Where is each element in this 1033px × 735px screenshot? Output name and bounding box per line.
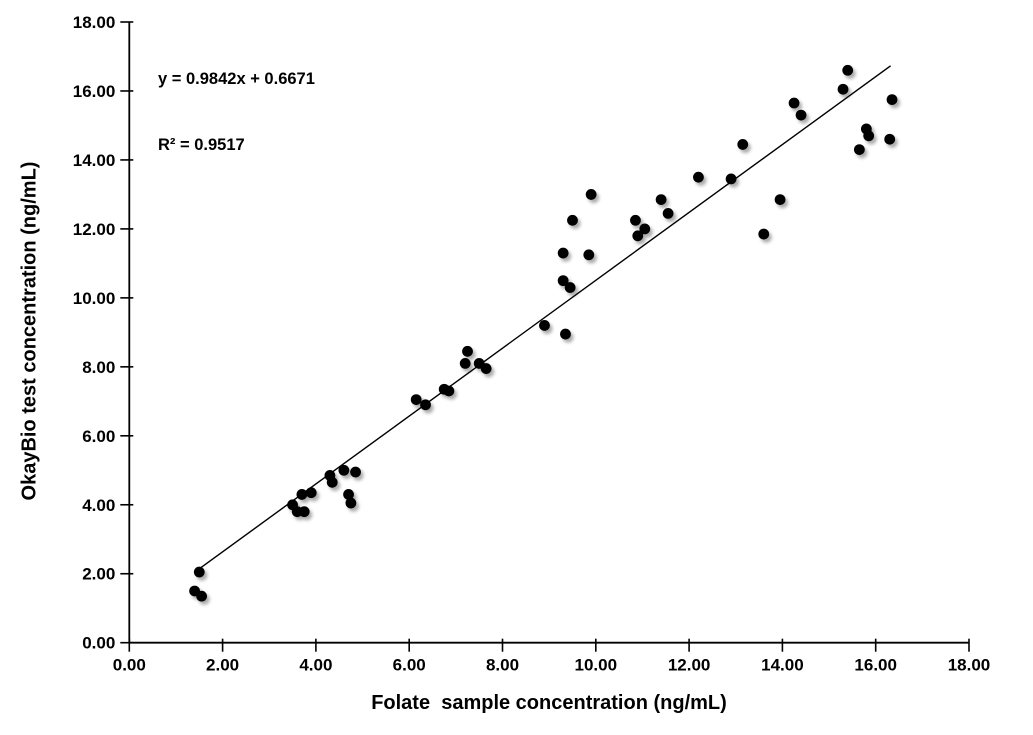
tick-labels: 0.00 2.00 4.00 6.00 8.00 10.00 12.00 14.00 16.00… bbox=[73, 13, 991, 675]
data-point bbox=[193, 566, 205, 578]
data-point bbox=[585, 189, 597, 200]
data-point bbox=[567, 214, 578, 226]
data-point bbox=[884, 133, 896, 145]
data-point bbox=[298, 506, 310, 518]
data-point bbox=[459, 357, 471, 369]
data-point bbox=[630, 214, 641, 226]
data-point bbox=[788, 97, 800, 109]
data-point bbox=[758, 228, 770, 240]
data-point bbox=[737, 139, 749, 150]
x-tick-label: 2.00 bbox=[206, 656, 239, 675]
x-tick-label: 8.00 bbox=[486, 656, 519, 675]
data-point bbox=[853, 144, 865, 155]
trendline-equation: y = 0.9842x + 0.6671 bbox=[158, 70, 315, 88]
data-point bbox=[632, 230, 644, 242]
y-tick-label: 18.00 bbox=[73, 13, 116, 32]
x-tick-label: 4.00 bbox=[299, 656, 332, 675]
x-tick-label: 6.00 bbox=[393, 656, 426, 675]
x-tick-label: 12.00 bbox=[668, 656, 711, 675]
y-axis-title: OkayBio test concentration (ng/mL) bbox=[18, 161, 41, 501]
x-tick-label: 16.00 bbox=[854, 656, 897, 675]
data-point bbox=[345, 497, 357, 509]
tick-marks bbox=[120, 21, 970, 652]
data-point bbox=[837, 83, 849, 95]
data-point bbox=[842, 64, 854, 76]
data-point bbox=[886, 94, 898, 105]
data-point bbox=[795, 109, 807, 121]
data-point bbox=[338, 464, 350, 476]
data-point bbox=[774, 194, 786, 205]
y-tick-label: 12.00 bbox=[73, 220, 116, 239]
data-point bbox=[480, 363, 492, 374]
data-point bbox=[305, 487, 317, 499]
data-point bbox=[343, 489, 354, 500]
data-point bbox=[863, 130, 875, 142]
x-tick-label: 18.00 bbox=[948, 656, 991, 675]
data-point bbox=[539, 320, 550, 331]
data-point bbox=[662, 207, 674, 219]
axes bbox=[128, 22, 969, 644]
data-point bbox=[196, 590, 208, 602]
data-point bbox=[639, 223, 651, 235]
y-tick-label: 16.00 bbox=[73, 82, 116, 101]
data-point bbox=[557, 247, 569, 259]
data-point bbox=[693, 171, 704, 183]
y-tick-label: 8.00 bbox=[82, 358, 115, 377]
data-point bbox=[583, 249, 595, 261]
data-point bbox=[725, 173, 737, 185]
data-point bbox=[420, 399, 431, 411]
data-point bbox=[564, 282, 576, 293]
y-tick-label: 10.00 bbox=[73, 289, 116, 308]
r-squared-label: R² = 0.9517 bbox=[158, 136, 245, 154]
data-point bbox=[350, 466, 361, 478]
y-tick-label: 14.00 bbox=[73, 151, 116, 170]
trendline-annotation: y = 0.9842x + 0.6671 R² = 0.9517 bbox=[158, 24, 315, 200]
data-point bbox=[655, 194, 667, 205]
data-points bbox=[189, 64, 898, 602]
data-point bbox=[443, 385, 455, 397]
data-point bbox=[296, 489, 308, 500]
x-axis-title: Folate sample concentration (ng/mL) bbox=[371, 692, 727, 714]
x-tick-label: 0.00 bbox=[113, 656, 146, 675]
y-tick-label: 2.00 bbox=[82, 565, 115, 584]
x-tick-label: 10.00 bbox=[575, 656, 618, 675]
y-tick-label: 6.00 bbox=[82, 427, 115, 446]
data-point bbox=[462, 345, 473, 357]
data-point bbox=[326, 476, 338, 488]
data-point bbox=[557, 275, 569, 287]
data-point bbox=[560, 328, 571, 340]
y-tick-label: 0.00 bbox=[82, 634, 115, 653]
y-tick-label: 4.00 bbox=[82, 496, 115, 515]
data-point bbox=[410, 394, 422, 405]
x-tick-label: 14.00 bbox=[761, 656, 804, 675]
